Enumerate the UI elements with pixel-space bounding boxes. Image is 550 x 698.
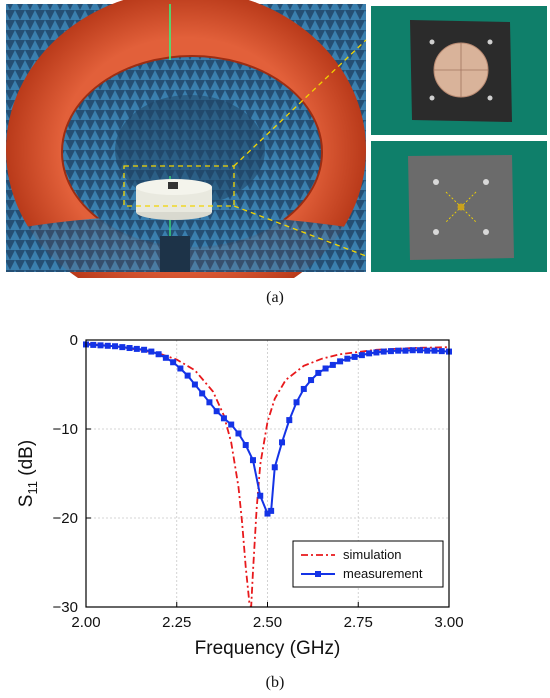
data-point-measurement [177, 365, 184, 372]
data-point-measurement [104, 342, 111, 349]
data-point-measurement [90, 341, 97, 348]
antenna-top-view-photo [371, 6, 547, 135]
photo-panel-a [6, 0, 547, 278]
data-point-measurement [329, 361, 336, 368]
panel-b-caption: (b) [265, 674, 285, 691]
data-point-measurement [293, 399, 300, 406]
legend: simulation measurement [292, 540, 444, 588]
data-point-measurement [264, 510, 271, 517]
data-point-measurement [235, 430, 242, 437]
data-point-measurement [315, 369, 322, 376]
y-tick-label: −20 [53, 510, 78, 527]
data-point-measurement [395, 347, 402, 354]
data-point-measurement [271, 464, 278, 471]
data-point-measurement [249, 457, 256, 464]
y-axis-label: S11 (dB) [16, 440, 40, 507]
data-point-measurement [402, 347, 409, 354]
data-point-measurement [206, 399, 213, 406]
y-tick-label: 0 [70, 332, 78, 349]
data-point-measurement [220, 415, 227, 422]
s11-chart-svg: 2.00 2.25 2.50 2.75 3.00 0 −10 −20 −30 Frequency… [16, 332, 464, 659]
panel-a-caption: (a) [266, 289, 284, 306]
y-axis-label-unit: (dB) [16, 440, 37, 481]
data-point-measurement [112, 343, 119, 350]
data-point-measurement [257, 492, 264, 499]
data-point-measurement [119, 344, 126, 351]
data-point-measurement [424, 347, 431, 354]
legend-label-simulation: simulation [343, 547, 402, 562]
x-tick-label: 2.25 [162, 614, 191, 631]
y-tick-label: −10 [53, 421, 78, 438]
data-point-measurement [228, 421, 235, 428]
data-point-measurement [162, 354, 169, 361]
y-axis-label-sub: 11 [25, 481, 40, 495]
data-point-measurement [351, 353, 358, 360]
data-point-measurement [387, 348, 394, 355]
antenna-bottom-view-photo [371, 141, 547, 272]
data-point-measurement [380, 348, 387, 355]
data-point-measurement [268, 507, 275, 514]
data-point-measurement [213, 408, 220, 415]
data-point-measurement [279, 439, 286, 446]
legend-marker-measurement [315, 571, 321, 577]
data-point-measurement [242, 442, 249, 449]
data-point-measurement [300, 385, 307, 392]
data-point-measurement [416, 347, 423, 354]
data-point-measurement [97, 342, 104, 349]
x-tick-label: 2.75 [344, 614, 373, 631]
data-point-measurement [126, 345, 133, 352]
data-point-measurement [358, 352, 365, 359]
legend-box [292, 540, 444, 588]
data-point-measurement [409, 347, 416, 354]
data-point-measurement [184, 372, 191, 379]
data-point-measurement [155, 351, 162, 358]
s11-chart: 2.00 2.25 2.50 2.75 3.00 0 −10 −20 −30 Frequency… [0, 318, 550, 674]
data-point-measurement [141, 346, 148, 353]
data-point-measurement [337, 358, 344, 365]
data-point-measurement [373, 349, 380, 356]
data-point-measurement [133, 345, 140, 352]
data-point-measurement [286, 417, 293, 424]
data-point-measurement [366, 350, 373, 357]
series-line-simulation [86, 342, 449, 607]
x-tick-label: 2.00 [71, 614, 100, 631]
x-tick-label: 2.50 [253, 614, 282, 631]
x-axis-label: Frequency (GHz) [195, 638, 341, 659]
legend-label-measurement: measurement [343, 566, 423, 581]
anechoic-chamber-photo [6, 0, 367, 278]
axis-ticks: 2.00 2.25 2.50 2.75 3.00 0 −10 −20 −30 [53, 332, 464, 631]
data-point-measurement [344, 355, 351, 362]
data-point-measurement [148, 348, 155, 355]
data-point-measurement [308, 377, 315, 384]
y-tick-label: −30 [53, 599, 78, 616]
data-point-measurement [431, 347, 438, 354]
data-point-measurement [191, 381, 198, 388]
series-layer [83, 341, 452, 607]
data-point-measurement [322, 365, 329, 372]
data-point-measurement [438, 348, 445, 355]
data-point-measurement [170, 359, 177, 366]
x-tick-label: 3.00 [434, 614, 463, 631]
y-axis-label-main: S [16, 495, 37, 508]
data-point-measurement [199, 390, 206, 397]
